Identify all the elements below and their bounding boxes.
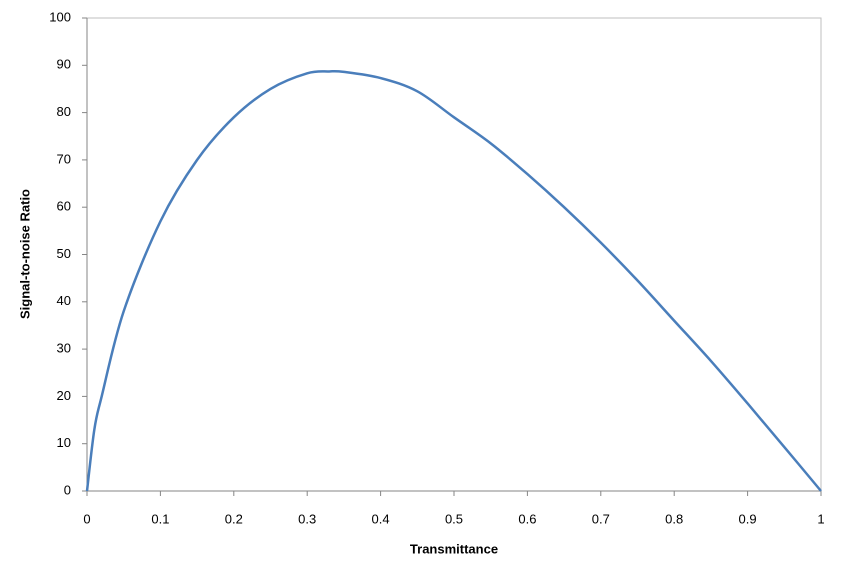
y-tick-label: 20 [57,388,71,403]
x-tick-label: 0 [83,511,90,526]
x-tick-label: 1 [817,511,824,526]
x-tick-label: 0.7 [592,511,610,526]
x-tick-label: 0.6 [518,511,536,526]
y-tick-label: 0 [64,482,71,497]
y-tick-label: 90 [57,57,71,72]
y-tick-label: 10 [57,435,71,450]
y-axis-title: Signal-to-noise Ratio [17,189,32,319]
x-tick-label: 0.1 [151,511,169,526]
y-tick-label: 30 [57,341,71,356]
y-tick-label: 40 [57,293,71,308]
x-tick-label: 0.9 [739,511,757,526]
x-tick-label: 0.3 [298,511,316,526]
plot-border [86,17,822,492]
y-tick-label: 60 [57,199,71,214]
x-tick-label: 0.2 [225,511,243,526]
y-tick-label: 100 [49,9,71,24]
x-axis-title: Transmittance [410,541,498,556]
x-tick-label: 0.4 [372,511,390,526]
x-tick-label: 0.5 [445,511,463,526]
y-tick-label: 70 [57,151,71,166]
x-tick-label: 0.8 [665,511,683,526]
y-tick-label: 80 [57,104,71,119]
y-tick-label: 50 [57,246,71,261]
data-line [85,69,822,492]
